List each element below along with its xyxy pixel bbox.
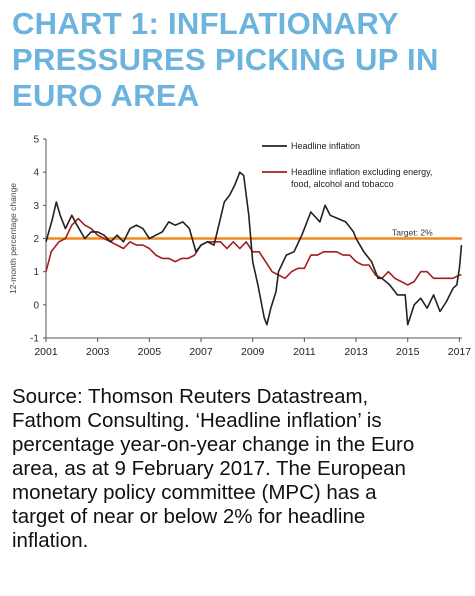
y-tick-label: 2: [33, 234, 39, 245]
line-chart: -1 0 1 2 3 4 5 2001 2003 2005 2007 2009 2011 2013 2015…: [8, 135, 472, 359]
caption-line-7: inflation.: [12, 529, 89, 552]
x-tick-label: 2011: [293, 346, 316, 358]
caption-line-2: Fathom Consulting. ‘Headline inflation’ …: [12, 409, 382, 432]
legend-label-headline: Headline inflation: [291, 141, 360, 151]
x-tick-label: 2013: [344, 346, 368, 358]
y-tick-label: 4: [33, 168, 39, 179]
y-tick-label: 1: [33, 267, 39, 278]
chart-title-line-2: PRESSURES PICKING UP IN: [12, 42, 439, 77]
caption-line-6: target of near or below 2% for headline: [12, 505, 366, 528]
x-tick-label: 2001: [34, 346, 58, 358]
chart-title: CHART 1: INFLATIONARY PRESSURES PICKING …: [12, 6, 467, 114]
caption-line-1: Source: Thomson Reuters Datastream,: [12, 385, 369, 408]
legend-label-core: Headline inflation excluding energy, food…: [291, 167, 432, 189]
y-tick-label: 3: [33, 201, 39, 212]
y-tick-label: 5: [33, 135, 39, 146]
chart-title-line-1: CHART 1: INFLATIONARY: [12, 6, 399, 41]
caption-line-4: area, as at 9 February 2017. The Europea…: [12, 457, 406, 480]
chart-title-line-3: EURO AREA: [12, 78, 200, 113]
caption-line-5: monetary policy committee (MPC) has a: [12, 481, 377, 504]
y-axis-label: 12-month percentage change: [8, 183, 18, 294]
source-caption: Source: Thomson Reuters Datastream, Fath…: [12, 385, 467, 553]
target-label: Target: 2%: [392, 228, 433, 238]
y-tick-label: -1: [30, 334, 39, 345]
x-tick-label: 2009: [241, 346, 265, 358]
x-tick-label: 2015: [396, 346, 420, 358]
y-tick-label: 0: [33, 300, 39, 311]
x-tick-label: 2007: [189, 346, 213, 358]
caption-line-3: percentage year-on-year change in the Eu…: [12, 433, 415, 456]
x-tick-label: 2017: [448, 346, 472, 358]
x-tick-label: 2003: [86, 346, 110, 358]
x-tick-label: 2005: [138, 346, 162, 358]
headline-inflation-line: [45, 171, 463, 326]
core-inflation-line: [45, 217, 462, 286]
